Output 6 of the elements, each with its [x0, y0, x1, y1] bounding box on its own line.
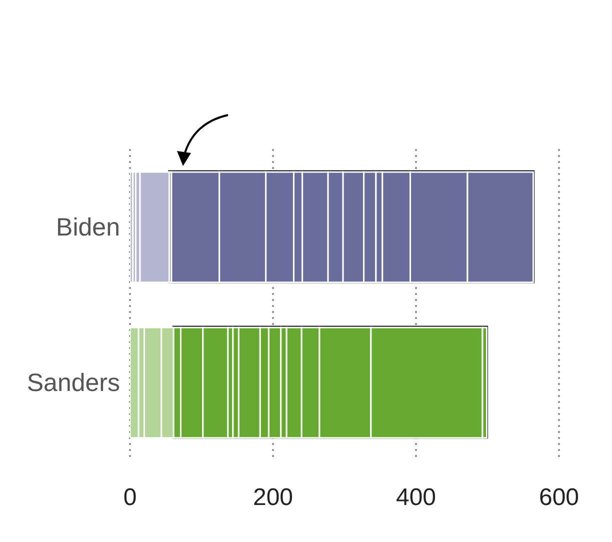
- y-tick-label: Sanders: [26, 369, 120, 398]
- x-tick-label: 200: [252, 484, 294, 512]
- y-tick-label: Biden: [56, 214, 120, 242]
- x-tick-label: 0: [123, 484, 137, 512]
- x-tick-label: 400: [396, 484, 436, 512]
- x-tick-label: 600: [538, 484, 580, 512]
